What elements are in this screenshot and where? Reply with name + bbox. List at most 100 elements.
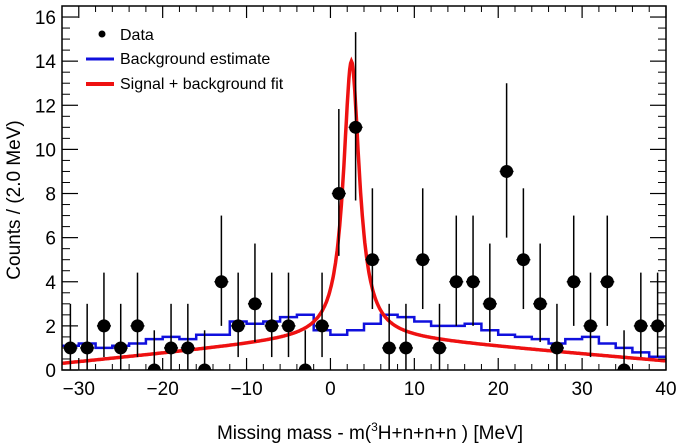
y-axis-label: Counts / (2.0 MeV) [4, 120, 25, 279]
data-point [180, 303, 195, 370]
legend-background-label: Background estimate [120, 51, 270, 68]
data-point [298, 330, 313, 370]
data-point [533, 243, 548, 343]
data-point [583, 272, 598, 358]
x-tick-label: 30 [572, 379, 593, 400]
data-point-marker [131, 319, 144, 333]
data-point [633, 272, 648, 358]
data-point-marker [332, 187, 346, 201]
x-axis-label: Missing mass - m(3H+n+n+n ) [MeV] [217, 420, 523, 444]
data-point [365, 188, 380, 310]
data-point-marker [147, 363, 161, 370]
y-tick-label: 6 [45, 229, 56, 250]
data-point [281, 272, 296, 358]
data-point [348, 32, 363, 201]
data-point-marker [382, 341, 396, 355]
data-point-marker [198, 363, 212, 370]
data-point-marker [466, 275, 480, 289]
y-tick-label: 10 [35, 140, 56, 161]
x-axis-label-prefix: Missing mass - m( [217, 423, 372, 444]
y-tick-label: 2 [45, 317, 56, 338]
data-point [96, 272, 111, 358]
data-point-marker [365, 253, 379, 267]
data-point-marker [617, 363, 631, 370]
data-point [449, 215, 464, 326]
y-tick-label: 16 [35, 8, 56, 29]
data-point [147, 330, 162, 370]
data-point [247, 243, 262, 343]
legend: Data Background estimate Signal + backgr… [86, 27, 284, 93]
data-point [482, 243, 497, 343]
x-tick-label: 20 [488, 379, 509, 400]
data-point-marker [265, 319, 279, 333]
data-point-marker [483, 297, 497, 311]
data-point-marker [416, 253, 430, 267]
data-point-marker [600, 275, 614, 289]
data-point [549, 303, 564, 370]
background-estimate-histogram [62, 313, 666, 359]
data-point-marker [63, 341, 77, 355]
x-axis-label-superscript: 3 [371, 420, 378, 434]
data-point [231, 272, 246, 358]
data-point-marker [298, 363, 312, 370]
data-point [432, 303, 447, 370]
data-point [382, 303, 397, 370]
data-point-marker [433, 341, 446, 355]
data-point [499, 83, 514, 238]
data-point-marker [567, 275, 581, 289]
data-point-marker [282, 319, 295, 333]
data-point-marker [315, 319, 329, 333]
data-point [331, 109, 346, 256]
data-point-marker [231, 319, 245, 333]
y-tick-label: 14 [35, 52, 57, 73]
data-point [164, 303, 179, 370]
data-point [80, 303, 95, 370]
legend-fit-label: Signal + background fit [120, 76, 284, 93]
data-point [617, 330, 632, 370]
x-axis-label-suffix: H+n+n+n ) [MeV] [378, 423, 523, 444]
data-point-marker [97, 319, 111, 333]
axes: −30 −20 −10 0 10 20 30 40 0 2 4 6 8 10 12 14 16 [35, 5, 677, 400]
y-tick-label: 8 [45, 185, 56, 206]
plot-content [62, 32, 666, 370]
data-point-marker [516, 253, 530, 267]
data-point-marker [248, 297, 262, 311]
data-point [415, 188, 430, 310]
data-point [466, 215, 481, 326]
fit-curve [62, 56, 666, 366]
y-tick-label: 4 [45, 273, 56, 294]
data-point-marker [399, 341, 413, 355]
data-point-marker [449, 275, 463, 289]
data-point-marker [114, 341, 128, 355]
data-point [600, 215, 615, 326]
x-tick-label: −10 [230, 379, 262, 400]
plot-area [62, 32, 666, 370]
data-point [130, 272, 145, 358]
x-tick-label: −20 [147, 379, 179, 400]
data-point [566, 215, 581, 326]
data-point [398, 303, 413, 370]
data-point [113, 303, 128, 370]
x-tick-label: 10 [404, 379, 425, 400]
data-point-marker [500, 164, 514, 178]
data-point-marker [80, 341, 94, 355]
data-point [315, 272, 330, 358]
data-point-marker [349, 120, 363, 134]
data-point [214, 215, 229, 326]
data-point-marker [550, 341, 564, 355]
data-point [516, 188, 531, 310]
data-point-marker [164, 341, 178, 355]
x-tick-label: 0 [325, 379, 336, 400]
data-point-marker [533, 297, 547, 311]
data-point [264, 272, 279, 358]
data-point-marker [634, 319, 648, 333]
data-point-marker [584, 319, 597, 333]
legend-data-marker [98, 30, 106, 38]
data-point-marker [181, 341, 195, 355]
x-tick-label: 40 [655, 379, 676, 400]
y-tick-label: 12 [35, 96, 56, 117]
x-tick-label: −30 [63, 379, 95, 400]
legend-data-label: Data [120, 27, 154, 44]
data-point [197, 330, 212, 370]
